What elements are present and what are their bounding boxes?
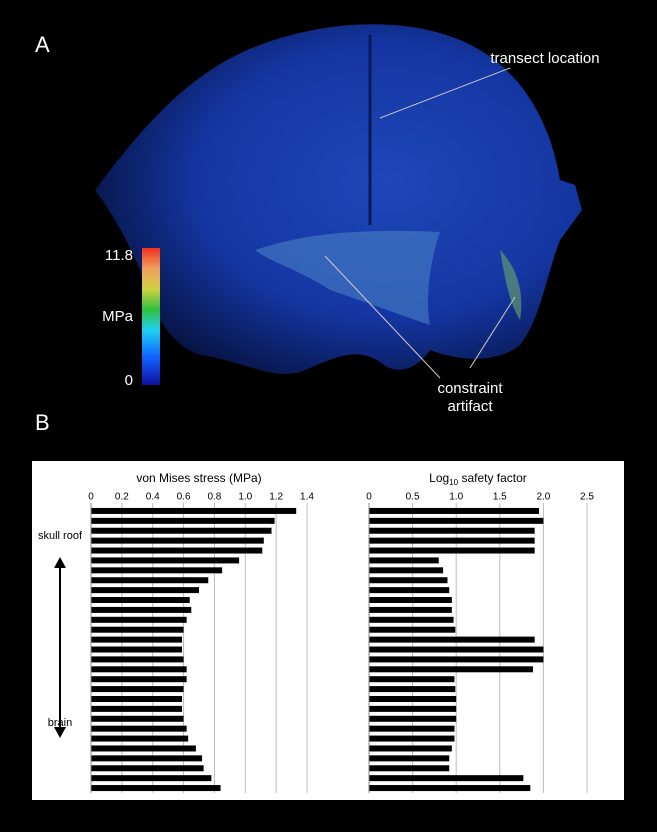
bar	[91, 636, 183, 643]
bar	[91, 587, 199, 594]
leader-line	[469, 296, 516, 369]
bar	[369, 577, 448, 584]
title-part: 10	[449, 478, 458, 487]
bar	[91, 557, 240, 564]
bar	[369, 695, 457, 702]
bar	[369, 765, 450, 772]
bar	[91, 775, 212, 782]
bar	[369, 666, 533, 673]
x-tick-label: 0	[88, 492, 94, 503]
bar	[91, 507, 297, 514]
x-tick-label: 1.5	[493, 492, 507, 503]
bar	[369, 567, 444, 574]
panel-label: B	[35, 410, 50, 435]
title-part: Log	[429, 471, 449, 485]
leader-line	[379, 67, 511, 119]
x-tick-label: 1.2	[269, 492, 283, 503]
bar	[369, 597, 452, 604]
colorbar	[142, 248, 160, 385]
annotation: transect location	[490, 50, 600, 67]
bar	[369, 547, 535, 554]
bar	[369, 507, 540, 514]
annotation: skull roof	[37, 530, 83, 542]
x-tick-label: 2.0	[536, 492, 550, 503]
annotation: constraint artifact	[437, 380, 503, 415]
bar	[91, 785, 221, 792]
skull-render	[95, 24, 582, 374]
bar	[91, 537, 264, 544]
bar	[91, 755, 203, 762]
bar	[91, 606, 192, 613]
bar	[91, 527, 272, 534]
bar	[369, 646, 544, 653]
x-tick-label: 1.0	[238, 492, 252, 503]
bar	[91, 735, 189, 742]
bar	[369, 606, 452, 613]
x-tick-label: 1.0	[449, 492, 463, 503]
bar	[91, 577, 209, 584]
bar	[369, 755, 450, 762]
bar	[369, 686, 456, 693]
bar	[369, 785, 531, 792]
x-tick-label: 0.8	[207, 492, 221, 503]
bar	[91, 597, 190, 604]
x-tick-label: 1.4	[300, 492, 314, 503]
bar	[369, 676, 455, 683]
bar	[369, 656, 544, 663]
x-tick-label: 0.5	[406, 492, 420, 503]
bar	[91, 616, 187, 623]
bar	[91, 686, 184, 693]
bar	[369, 725, 455, 732]
bar	[369, 517, 544, 524]
bar	[91, 646, 183, 653]
bar	[369, 626, 456, 633]
panel-label: A	[35, 32, 50, 57]
crest-surface	[255, 230, 440, 325]
bar	[91, 547, 263, 554]
chart-title: von Mises stress (MPa)	[136, 471, 261, 485]
chart-title: Log10 safety factor	[429, 471, 527, 487]
bar	[91, 695, 183, 702]
x-tick-label: 0.6	[177, 492, 191, 503]
title-part: von Mises stress (MPa)	[136, 471, 261, 485]
bar	[91, 517, 275, 524]
bar	[369, 735, 455, 742]
colorbar-max: 11.8	[105, 247, 133, 264]
bar	[91, 666, 187, 673]
bar	[91, 745, 196, 752]
title-part: safety factor	[458, 471, 527, 485]
x-tick-label: 0	[366, 492, 372, 503]
bar	[91, 676, 187, 683]
x-tick-label: 0.2	[115, 492, 129, 503]
annotation: brain	[47, 717, 73, 729]
hot-spot	[500, 250, 522, 320]
bar	[91, 567, 223, 574]
bar	[91, 725, 187, 732]
bar	[91, 705, 183, 712]
bar	[369, 616, 454, 623]
bar	[369, 715, 457, 722]
bar	[91, 626, 184, 633]
bar	[369, 537, 535, 544]
colorbar-min: 0	[125, 372, 133, 389]
x-tick-label: 0.4	[146, 492, 160, 503]
bar	[91, 656, 184, 663]
bar	[369, 745, 452, 752]
leader-line	[324, 255, 441, 379]
bar	[369, 705, 457, 712]
colorbar-unit: MPa	[102, 308, 134, 325]
x-tick-label: 2.5	[580, 492, 594, 503]
bar	[91, 715, 184, 722]
bar	[369, 775, 524, 782]
bar	[369, 587, 450, 594]
bar	[91, 765, 204, 772]
bar	[369, 557, 439, 564]
bar	[369, 527, 535, 534]
bar	[369, 636, 535, 643]
